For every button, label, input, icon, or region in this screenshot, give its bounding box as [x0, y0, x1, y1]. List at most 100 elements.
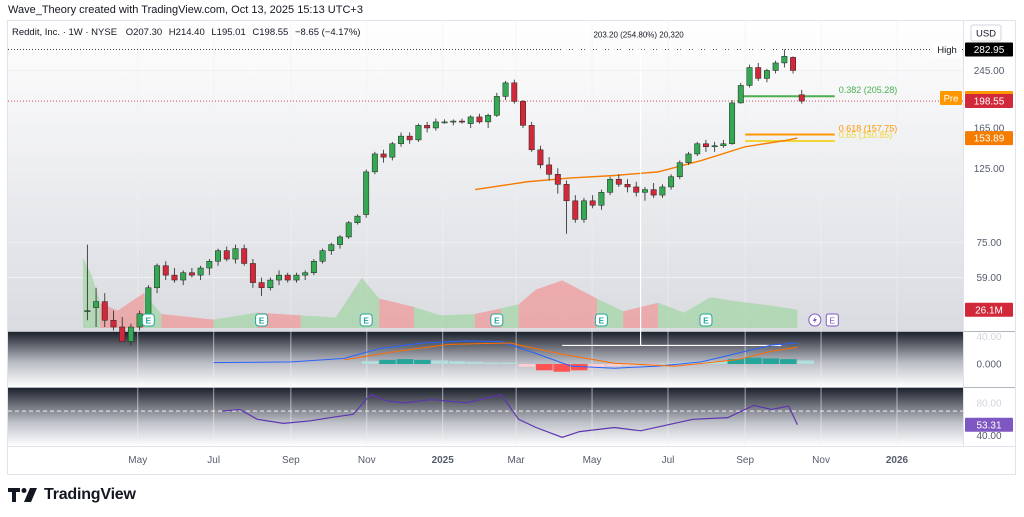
volume-segment	[213, 312, 258, 328]
candle-body	[702, 143, 709, 148]
volume-segment	[501, 304, 519, 328]
candle-body	[258, 282, 265, 289]
macd-histogram-bar	[779, 359, 797, 364]
high-tag-prefix: High	[937, 45, 957, 56]
candle-body	[127, 326, 134, 342]
rsi-tag: 53.31	[976, 420, 1001, 431]
candle-body	[459, 120, 465, 123]
candle-body	[572, 200, 579, 220]
volume-segment	[379, 298, 415, 328]
macd-histogram-bar	[623, 364, 640, 366]
candle-body	[328, 244, 335, 251]
candle-body	[415, 125, 422, 141]
candle-body	[267, 279, 274, 289]
candle-body	[598, 192, 605, 206]
candle-body	[432, 121, 439, 129]
candle-body	[206, 261, 213, 269]
candle-body	[363, 171, 370, 215]
rsi-axis-label: 80.00	[976, 398, 1001, 409]
candle-body	[276, 274, 282, 281]
candle-body	[755, 67, 762, 79]
earnings-badge	[359, 313, 373, 327]
upcoming-earnings-label: E	[829, 316, 835, 326]
macd-histogram-bar	[518, 364, 536, 367]
time-axis-label: Sep	[282, 455, 300, 466]
high-tag: 282.95	[974, 45, 1005, 56]
candle-body	[197, 267, 204, 276]
time-axis-label: May	[128, 455, 147, 466]
candle-body	[93, 301, 100, 308]
candle-body	[154, 265, 161, 289]
fib-level-label: 0.65 (150.85)	[839, 130, 893, 140]
macd-axis-label: 40.00	[976, 332, 1001, 343]
legend-open-label: O	[126, 27, 133, 38]
currency-button[interactable]: USD	[976, 29, 996, 40]
candle-body	[215, 250, 221, 262]
time-axis-label: May	[583, 455, 602, 466]
rsi-pane-bg	[8, 388, 963, 446]
candle-body	[380, 153, 387, 158]
candle-body	[424, 125, 431, 129]
macd-histogram-bar	[466, 361, 483, 364]
currency-button-bg[interactable]	[970, 24, 1002, 42]
macd-signal-line	[344, 342, 798, 367]
earnings-badge	[255, 313, 269, 327]
tradingview-logo[interactable]: TradingView	[8, 486, 136, 504]
candle-body	[493, 96, 500, 116]
volume-segment	[518, 289, 537, 328]
candle-body	[450, 120, 457, 123]
legend-close-value: 198.55	[259, 27, 288, 38]
candle-body	[110, 319, 117, 328]
time-axis-label: Jul	[207, 455, 220, 466]
earnings-badge-label: E	[363, 316, 369, 326]
candle-body	[223, 250, 230, 260]
macd-histogram-bar	[536, 364, 553, 371]
macd-histogram-bar	[588, 364, 605, 369]
candle-body	[241, 248, 248, 264]
candle-body	[676, 162, 683, 177]
volume-tag: 26.1M	[975, 305, 1003, 316]
candle-body	[371, 153, 378, 173]
candle-body	[537, 149, 544, 166]
candle-body	[563, 184, 570, 202]
candle-body	[798, 94, 805, 102]
candle-body	[589, 200, 596, 206]
volume-segment	[300, 315, 336, 328]
macd-histogram-bar	[658, 363, 675, 364]
price-axis-label: 59.00	[976, 273, 1001, 284]
legend-close-label: C	[252, 27, 259, 38]
chart-caption: Wave_Theory created with TradingView.com…	[8, 4, 363, 16]
earnings-badge-label: E	[146, 316, 152, 326]
volume-segment	[335, 277, 362, 328]
candle-body	[607, 178, 614, 193]
last-price-tag-bg	[965, 94, 1013, 109]
candle-body	[511, 82, 518, 102]
macd-histogram-bar	[797, 360, 814, 364]
candle-body	[249, 263, 256, 283]
price-axis-label: 245.00	[974, 66, 1005, 77]
candle-body	[319, 250, 326, 262]
candle-body	[119, 326, 126, 342]
chart-frame[interactable]: 0.382 (205.28) 0.618 (157.75) 0.65 (150.85…	[7, 20, 1016, 475]
candle-body	[546, 164, 553, 175]
candle-body	[502, 82, 509, 97]
candle-body	[729, 102, 736, 145]
last-price-tag: 198.55	[974, 97, 1005, 108]
candle-body	[467, 116, 474, 124]
candle-body	[711, 145, 718, 148]
macd-histogram-bar	[501, 362, 518, 364]
earnings-badge-label: E	[494, 316, 500, 326]
candle-body	[581, 200, 587, 220]
earnings-badge	[490, 313, 504, 327]
candle-body	[685, 153, 692, 163]
candle-body	[650, 189, 657, 196]
rsi-line	[222, 393, 798, 438]
high-tag-prefix-bg	[932, 42, 962, 57]
pre-tag-prefix: Pre	[944, 93, 959, 104]
candle-body	[284, 274, 291, 281]
measure-arrow-icon	[635, 48, 647, 56]
candle-body	[337, 236, 343, 245]
high-tag-bg	[965, 42, 1013, 57]
chart-svg[interactable]: 0.382 (205.28) 0.618 (157.75)0.65 (150.85…	[8, 21, 1015, 474]
candle-body	[790, 57, 797, 71]
